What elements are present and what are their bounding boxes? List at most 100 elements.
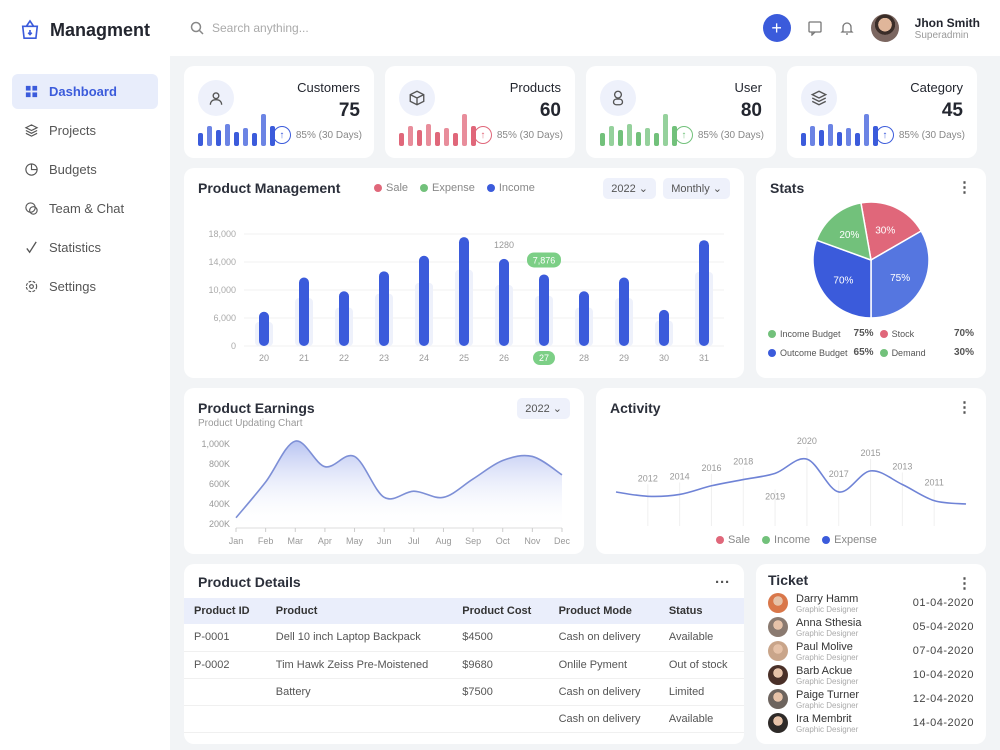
sidebar-item-team-chat[interactable]: Team & Chat: [12, 191, 158, 226]
ticket-title: Ticket: [768, 572, 809, 588]
table-cell: [184, 705, 266, 733]
bar-31: [699, 240, 709, 346]
more-options-icon[interactable]: ⋮: [957, 179, 972, 196]
bar-23: [379, 271, 389, 346]
product-management-bar-chart: 0 6,000 10,000 14,000 18,000 20 21 22 23 24 25 26 12…: [208, 229, 724, 365]
logo[interactable]: Managment: [0, 0, 170, 60]
table-row[interactable]: P-0001 Dell 10 inch Laptop Backpack $4500 C…: [184, 624, 744, 652]
trend-text: 85% (30 Days): [898, 129, 965, 141]
more-options-icon[interactable]: ⋮: [957, 399, 972, 416]
top-header: Search anything... + Jhon Smith Superadm…: [170, 0, 1000, 56]
x-tick-label: 28: [579, 353, 589, 363]
spark-bar: [837, 131, 842, 146]
table-cell: Onlile Pyment: [548, 651, 659, 679]
spark-bar: [444, 128, 449, 146]
bar-30: [659, 309, 669, 346]
spark-bar: [408, 126, 413, 146]
add-button[interactable]: +: [762, 14, 791, 42]
stats-icon: [26, 241, 37, 254]
x-tick-label: Dec: [554, 536, 571, 546]
earnings-line: [235, 440, 563, 519]
table-row[interactable]: P-0002 Tim Hawk Zeiss Pre-Moistened $9680 O…: [184, 651, 744, 679]
stat-title: User: [734, 80, 762, 95]
earnings-area-chart: 200K 400K 600K 800K 1,000K Jan Feb Mar Apr May Jun…: [201, 439, 571, 546]
product-details-title: Product Details: [198, 574, 301, 590]
y-tick-label: 6,000: [213, 313, 236, 323]
ticket-item[interactable]: Anna Sthesia Graphic Designer 05-04-2020: [768, 616, 974, 638]
legend-expense: Expense: [822, 534, 877, 546]
sidebar-item-statistics[interactable]: Statistics: [12, 230, 158, 265]
ticket-date: 05-04-2020: [912, 621, 974, 633]
y-tick-label: 0: [231, 341, 236, 351]
sidebar-item-projects[interactable]: Projects: [12, 113, 158, 148]
column-header[interactable]: Product: [265, 598, 453, 624]
data-label: 7,876: [533, 255, 556, 265]
slice-label: 30%: [875, 226, 895, 237]
table-cell: $7500: [452, 678, 549, 706]
x-tick-label: 20: [259, 353, 269, 363]
bar-21: [299, 277, 309, 346]
stat-sparkline: [600, 112, 677, 146]
stat-sparkline: [801, 112, 878, 146]
ticket-item[interactable]: Paul Molive Graphic Designer 07-04-2020: [768, 640, 974, 662]
y-tick-label: 10,000: [208, 285, 236, 295]
sidebar: Managment Dashboard Projects Budgets Team &…: [0, 0, 170, 750]
column-header[interactable]: Product ID: [184, 598, 266, 624]
chat-icon[interactable]: [807, 20, 823, 36]
ticket-item[interactable]: Ira Membrit Graphic Designer 14-04-2020: [768, 712, 974, 734]
avatar: [768, 713, 788, 733]
sidebar-item-budgets[interactable]: Budgets: [12, 152, 158, 187]
spark-bar: [618, 129, 623, 146]
activity-line: [615, 457, 967, 505]
ticket-date: 01-04-2020: [912, 597, 974, 609]
stat-card-category[interactable]: Category 45 ↑ 85% (30 Days): [787, 66, 977, 158]
more-options-icon[interactable]: ⋮: [957, 575, 972, 592]
stat-card-products[interactable]: Products 60 ↑ 85% (30 Days): [385, 66, 575, 158]
year-label: 2012: [638, 473, 658, 483]
stats-legend: Income Budget 75% Stock 70% Outcome Budget 65…: [768, 328, 974, 358]
table-cell: Cash on delivery: [548, 624, 659, 652]
legend-item: Income Budget: [768, 329, 848, 339]
user-avatar[interactable]: [870, 14, 899, 42]
slice-label: 70%: [833, 275, 853, 286]
column-header[interactable]: Status: [658, 598, 744, 624]
ticket-item[interactable]: Darry Hamm Graphic Designer 01-04-2020: [768, 592, 974, 614]
more-options-icon[interactable]: ···: [715, 574, 730, 591]
user-icon: [612, 90, 624, 106]
sidebar-item-label: Projects: [49, 123, 96, 138]
product-management-title: Product Management: [198, 180, 341, 196]
ticket-date: 07-04-2020: [912, 645, 974, 657]
chat-icon: [25, 202, 38, 215]
column-header[interactable]: Product Cost: [452, 598, 549, 624]
ticket-item[interactable]: Barb Ackue Graphic Designer 10-04-2020: [768, 664, 974, 686]
bell-icon[interactable]: [839, 20, 855, 36]
avatar: [768, 617, 788, 637]
ticket-item[interactable]: Paige Turner Graphic Designer 12-04-2020: [768, 688, 974, 710]
year-label: 2011: [925, 478, 944, 488]
user-info[interactable]: Jhon Smith Superadmin: [915, 16, 980, 41]
table-row[interactable]: Cash on delivery Available: [184, 705, 744, 733]
sidebar-item-settings[interactable]: Settings: [12, 269, 158, 304]
stats-title: Stats: [770, 180, 805, 196]
spark-bar: [261, 113, 266, 146]
year-dropdown[interactable]: 2022 ⌄: [603, 178, 656, 199]
table-cell: P-0001: [184, 624, 266, 652]
earnings-year-dropdown[interactable]: 2022 ⌄: [517, 398, 570, 419]
column-header[interactable]: Product Mode: [548, 598, 659, 624]
search-input[interactable]: Search anything...: [190, 21, 763, 35]
x-tick-label: Oct: [496, 536, 511, 546]
sidebar-item-dashboard[interactable]: Dashboard: [12, 74, 158, 109]
spark-bar: [672, 126, 677, 146]
y-tick-label: 200K: [209, 519, 230, 529]
table-row[interactable]: Battery $7500 Cash on delivery Limited: [184, 678, 744, 706]
y-tick-label: 18,000: [208, 229, 236, 239]
stat-card-customers[interactable]: Customers 75 ↑ 85% (30 Days): [184, 66, 374, 158]
ticket-role: Graphic Designer: [796, 676, 859, 686]
stat-value: 45: [941, 100, 963, 121]
stat-card-user[interactable]: User 80 ↑ 85% (30 Days): [586, 66, 776, 158]
avatar: [768, 641, 788, 661]
period-dropdown[interactable]: Monthly ⌄: [663, 178, 730, 199]
sidebar-item-label: Budgets: [49, 162, 97, 177]
x-tick-label: 26: [499, 353, 509, 363]
sidebar-item-label: Team & Chat: [49, 201, 125, 216]
